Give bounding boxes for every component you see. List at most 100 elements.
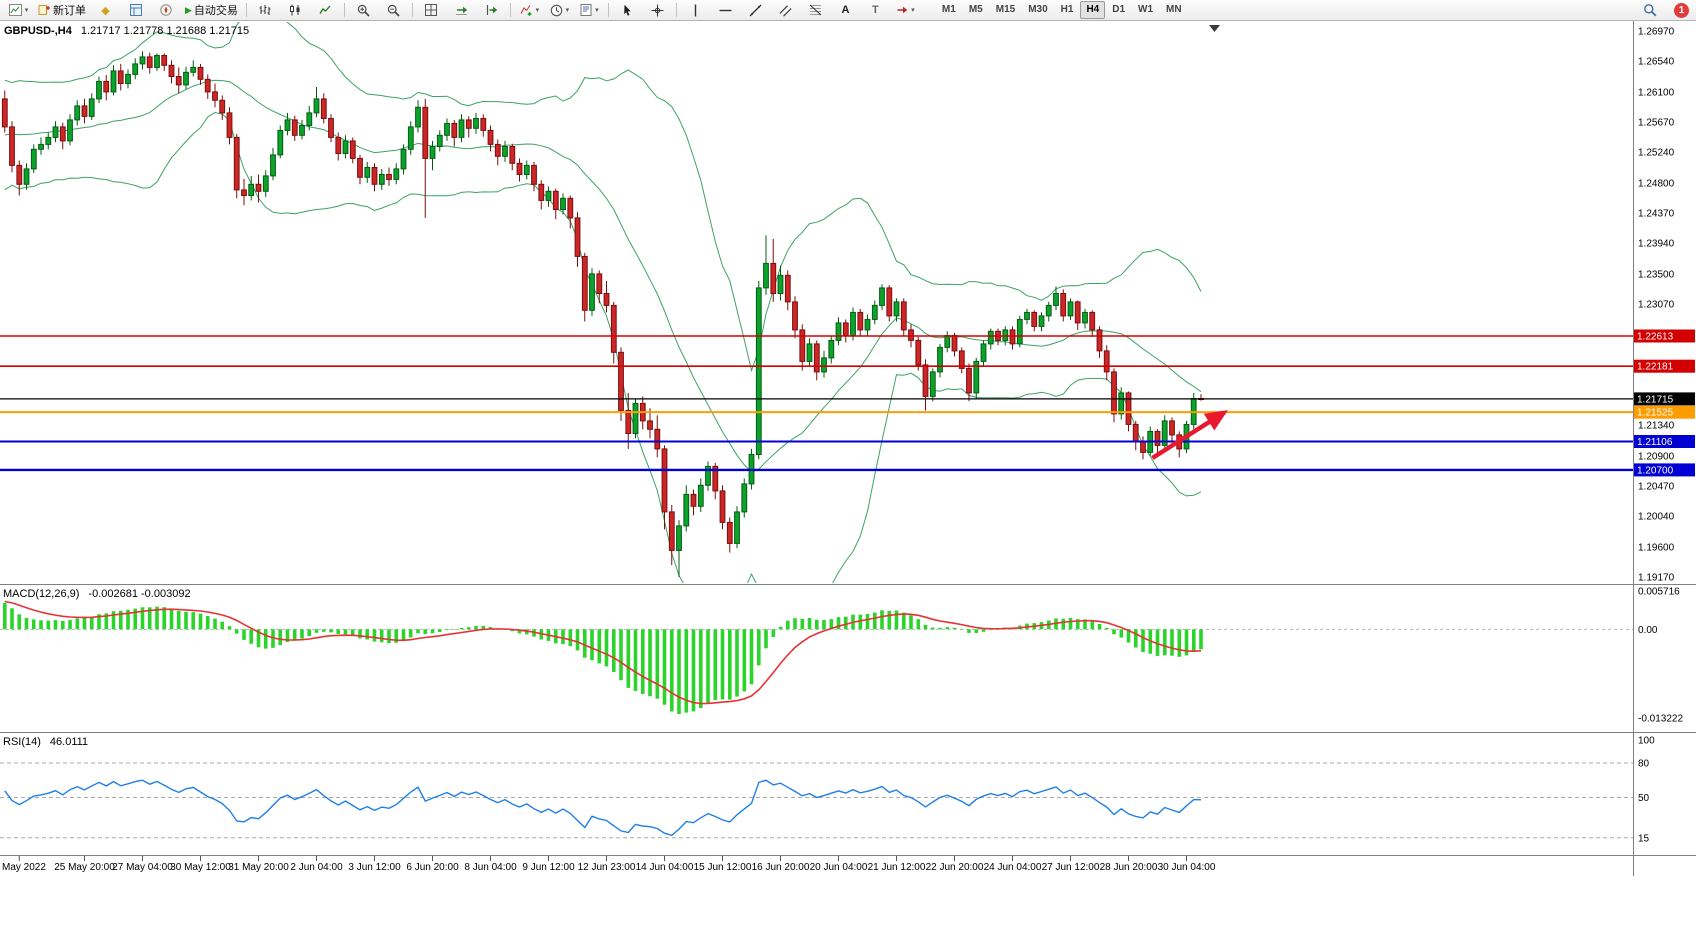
rsi-panel[interactable] — [0, 734, 1633, 855]
market-watch-button[interactable] — [121, 0, 150, 20]
macd-bar — [604, 629, 609, 667]
macd-bar — [742, 629, 747, 692]
equidistant-channel-icon — [779, 4, 792, 17]
new-chart-button[interactable]: ▾ — [4, 0, 33, 20]
candle — [567, 197, 574, 219]
dropdown-arrow-icon[interactable]: ▾ — [911, 7, 915, 14]
bid-price-badge — [1634, 392, 1695, 406]
candle — [596, 273, 603, 294]
timeframe-d1-button[interactable]: D1 — [1112, 4, 1126, 15]
candle — [226, 112, 233, 138]
chart-shift-marker[interactable] — [1209, 25, 1220, 32]
line-chart-button[interactable] — [311, 0, 340, 20]
macd-bar — [343, 629, 348, 635]
timeframe-h1-button[interactable]: H1 — [1060, 4, 1074, 15]
dropdown-arrow-icon[interactable]: ▾ — [535, 7, 540, 14]
main-chart-area[interactable] — [0, 22, 1633, 583]
candle — [755, 287, 762, 455]
timeframe-m15-button[interactable]: M15 — [995, 4, 1016, 15]
rsi-line — [4, 779, 1202, 837]
cursor-button[interactable] — [613, 0, 642, 20]
tile-windows-button[interactable] — [417, 0, 446, 20]
crosshair-button[interactable] — [643, 0, 672, 20]
dropdown-arrow-icon[interactable]: ▾ — [565, 7, 570, 14]
price-badge-1.22181-text: 1.22181 — [1637, 362, 1674, 373]
time-axis[interactable] — [0, 856, 1633, 876]
macd-bar — [423, 629, 427, 634]
dropdown-arrow-icon[interactable]: ▾ — [595, 7, 599, 14]
candle — [871, 304, 878, 320]
candlestick-chart-button[interactable] — [281, 0, 310, 20]
timeframe-w1-button[interactable]: W1 — [1138, 4, 1154, 15]
candle — [175, 76, 182, 86]
macd-panel[interactable] — [0, 586, 1633, 731]
price-badge-1.21106-text: 1.21106 — [1637, 437, 1673, 448]
vertical-line-button[interactable] — [681, 0, 710, 20]
price-scale-label: 1.23500 — [1638, 269, 1675, 280]
price-scale[interactable] — [1634, 21, 1696, 876]
text-button[interactable]: A — [831, 0, 860, 20]
timeframe-m30-button[interactable]: M30 — [1028, 4, 1048, 15]
toolbar-buttons: ▾ 新订单 ◆ ▶ 自动交易 ▾ ▾ ▾ A T ▾ — [4, 0, 920, 20]
macd-bar — [865, 614, 870, 630]
candle — [647, 420, 653, 430]
candle — [690, 493, 697, 507]
macd-bar — [887, 610, 892, 630]
candle — [1060, 293, 1067, 317]
macd-bar — [786, 620, 790, 630]
price-scale-label: 1.19170 — [1638, 573, 1675, 584]
candle — [1169, 420, 1175, 436]
autotrading-button[interactable]: ▶ 自动交易 — [181, 0, 242, 20]
macd-bar — [191, 612, 195, 630]
toolbar-separator — [509, 3, 511, 17]
macd-bar — [401, 629, 406, 641]
auto-scroll-button[interactable] — [447, 0, 476, 20]
candle — [320, 98, 327, 120]
zoom-out-button[interactable] — [379, 0, 408, 20]
periods-button[interactable]: ▾ — [545, 0, 574, 20]
candle — [1038, 315, 1045, 327]
timeframe-mn-button[interactable]: MN — [1166, 4, 1182, 15]
arrows-button[interactable]: ▾ — [891, 0, 920, 20]
new-order-button[interactable]: 新订单 — [34, 0, 90, 20]
time-axis-label: 20 Jun 04:00 — [810, 862, 868, 873]
metaeditor-button[interactable]: ◆ — [91, 0, 120, 20]
macd-bar — [800, 618, 805, 630]
dropdown-arrow-icon[interactable]: ▾ — [24, 7, 29, 14]
trend-arrow-annotation[interactable] — [1151, 410, 1229, 460]
candle — [915, 339, 922, 366]
macd-bar — [670, 629, 674, 712]
timeframe-m1-button[interactable]: M1 — [941, 4, 956, 15]
macd-bar — [300, 629, 304, 639]
macd-bar — [728, 629, 732, 700]
chart-title: GBPUSD-,H4 1.21717 1.21778 1.21688 1.217… — [4, 25, 249, 37]
tile-windows-icon — [425, 4, 438, 16]
templates-button[interactable]: ▾ — [575, 0, 604, 20]
trendline-button[interactable] — [741, 0, 770, 20]
navigator-button[interactable] — [151, 0, 180, 20]
chart-shift-button[interactable] — [477, 0, 506, 20]
macd-bar — [894, 610, 899, 630]
macd-bar — [336, 629, 340, 634]
zoom-in-button[interactable] — [349, 0, 378, 20]
price-scale-label: 1.26970 — [1638, 27, 1675, 38]
new-order-label: 新订单 — [53, 5, 86, 17]
notification-badge[interactable]: 1 — [1674, 2, 1689, 18]
candle — [560, 197, 566, 211]
macd-bar — [314, 629, 319, 633]
timeframe-h4-button[interactable]: H4 — [1080, 1, 1106, 19]
horizontal-line-button[interactable] — [711, 0, 740, 20]
search-button[interactable] — [1635, 0, 1664, 20]
text-label-button[interactable]: T — [861, 0, 890, 20]
bars-chart-button[interactable] — [251, 0, 280, 20]
macd-bar — [583, 629, 587, 658]
macd-bar — [626, 629, 631, 688]
indicators-button[interactable]: ▾ — [515, 0, 544, 20]
equidistant-channel-button[interactable] — [771, 0, 800, 20]
candle — [1111, 371, 1117, 415]
timeframe-m5-button[interactable]: M5 — [968, 4, 983, 15]
candle — [168, 64, 175, 78]
candle — [436, 134, 443, 148]
fibonacci-button[interactable] — [801, 0, 830, 20]
candle — [357, 157, 363, 178]
